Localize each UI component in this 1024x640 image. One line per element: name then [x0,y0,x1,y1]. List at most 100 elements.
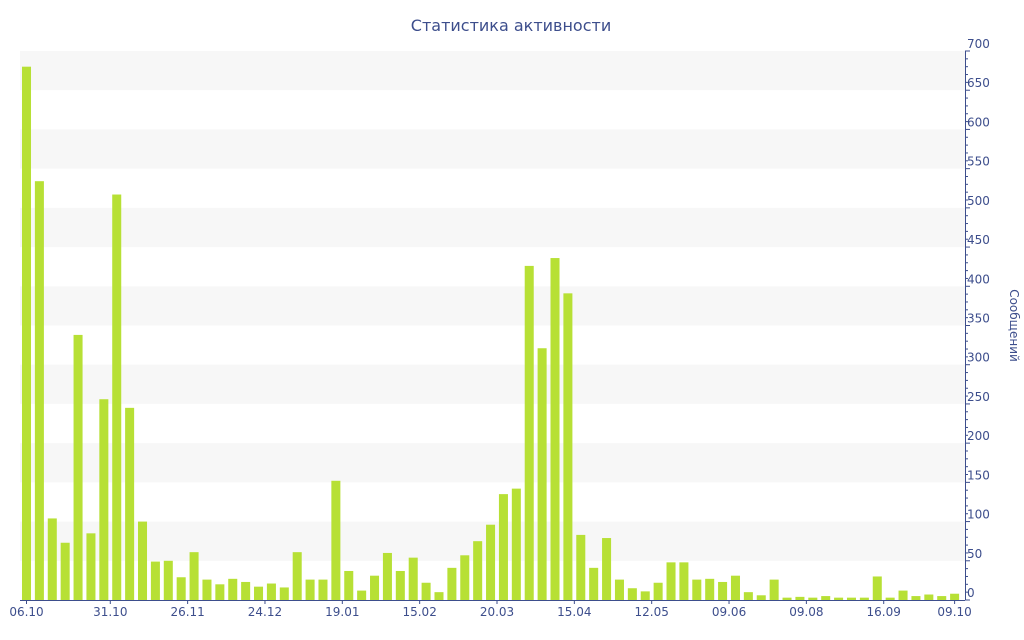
bar [86,533,96,600]
bar [924,594,934,600]
bar [163,560,173,600]
y-tick-label: 700 [967,37,990,51]
bar [344,570,354,600]
y-tick-label: 150 [967,468,990,482]
bar [666,562,676,600]
bar [640,591,650,600]
x-tick-label: 06.10 [9,605,43,619]
bar [614,579,624,600]
y-tick-label: 500 [967,194,990,208]
bar [576,534,586,600]
bar [138,521,148,600]
y-tick-label: 400 [967,272,990,286]
bar [524,265,534,600]
bar [382,552,392,600]
bar [743,592,753,600]
x-tick-label: 12.05 [635,605,669,619]
bar [254,586,264,600]
x-tick-label: 24.12 [248,605,282,619]
x-axis: 06.10 31.10 26.11 24.12 19.01 15.02 20.03 15.04… [9,600,972,619]
bar [47,518,57,600]
bar [537,348,547,600]
bar [885,597,895,600]
bar [112,194,122,600]
bar [202,579,212,600]
bar [241,581,251,600]
grid-bands [20,51,965,561]
bar [421,582,431,600]
bar [808,597,818,600]
bar [215,584,225,600]
x-tick-label: 09.10 [937,605,971,619]
bar [357,590,367,600]
y-tick-label: 550 [967,155,990,169]
grid-band [20,364,965,404]
bar [898,590,908,600]
bar [718,581,728,600]
y-axis: 0 50 100 150 200 250 300 350 400 450 500 550 600 650 7… [965,37,990,601]
bar [769,579,779,600]
bar [34,181,44,601]
bar [511,488,521,600]
bar [460,555,470,600]
bar [292,552,302,600]
bar [473,541,483,600]
bar [125,407,135,600]
bar [589,567,599,600]
y-tick-label: 250 [967,390,990,404]
bar [447,567,457,600]
bar [834,597,844,600]
bar [331,480,341,600]
bar [73,334,83,600]
x-tick-label: 09.06 [712,605,746,619]
y-tick-label: 450 [967,233,990,247]
bar [756,595,766,600]
chart-title: Статистика активности [411,16,611,35]
bar [679,562,689,600]
bar [189,552,199,600]
bar [318,579,328,600]
bar [821,596,831,600]
bar [937,596,947,600]
bar [692,579,702,600]
x-tick-label: 31.10 [93,605,127,619]
x-tick-label: 19.01 [325,605,359,619]
x-tick-label: 20.03 [480,605,514,619]
bar [795,596,805,600]
x-tick-label: 16.09 [867,605,901,619]
bar [99,399,109,600]
y-axis-title: Сообщений [1007,289,1021,362]
x-tick-label: 26.11 [170,605,204,619]
y-tick-label: 200 [967,429,990,443]
bar [653,582,663,600]
y-tick-label: 600 [967,115,990,129]
bar [950,593,960,600]
bar [150,561,160,600]
bar [305,579,315,600]
bar [498,494,508,600]
bar [602,538,612,600]
bar [911,596,921,600]
bar [730,575,740,600]
bar [627,588,637,600]
y-tick-label: 100 [967,508,990,522]
bar [21,66,32,600]
grid-band [20,129,965,169]
y-tick-label: 50 [967,547,982,561]
y-tick-label: 0 [967,586,975,600]
y-tick-label: 350 [967,312,990,326]
bar [846,597,856,600]
bar [782,597,792,600]
bar [872,576,882,600]
x-tick-label: 15.02 [402,605,436,619]
bar [434,592,444,600]
bar [563,293,573,600]
bar [705,578,715,600]
x-tick-label: 15.04 [557,605,591,619]
grid-band [20,286,965,326]
bar [550,258,560,600]
bar [486,524,496,600]
x-tick-label: 09.08 [789,605,823,619]
bar [266,583,276,600]
bar [279,587,289,600]
